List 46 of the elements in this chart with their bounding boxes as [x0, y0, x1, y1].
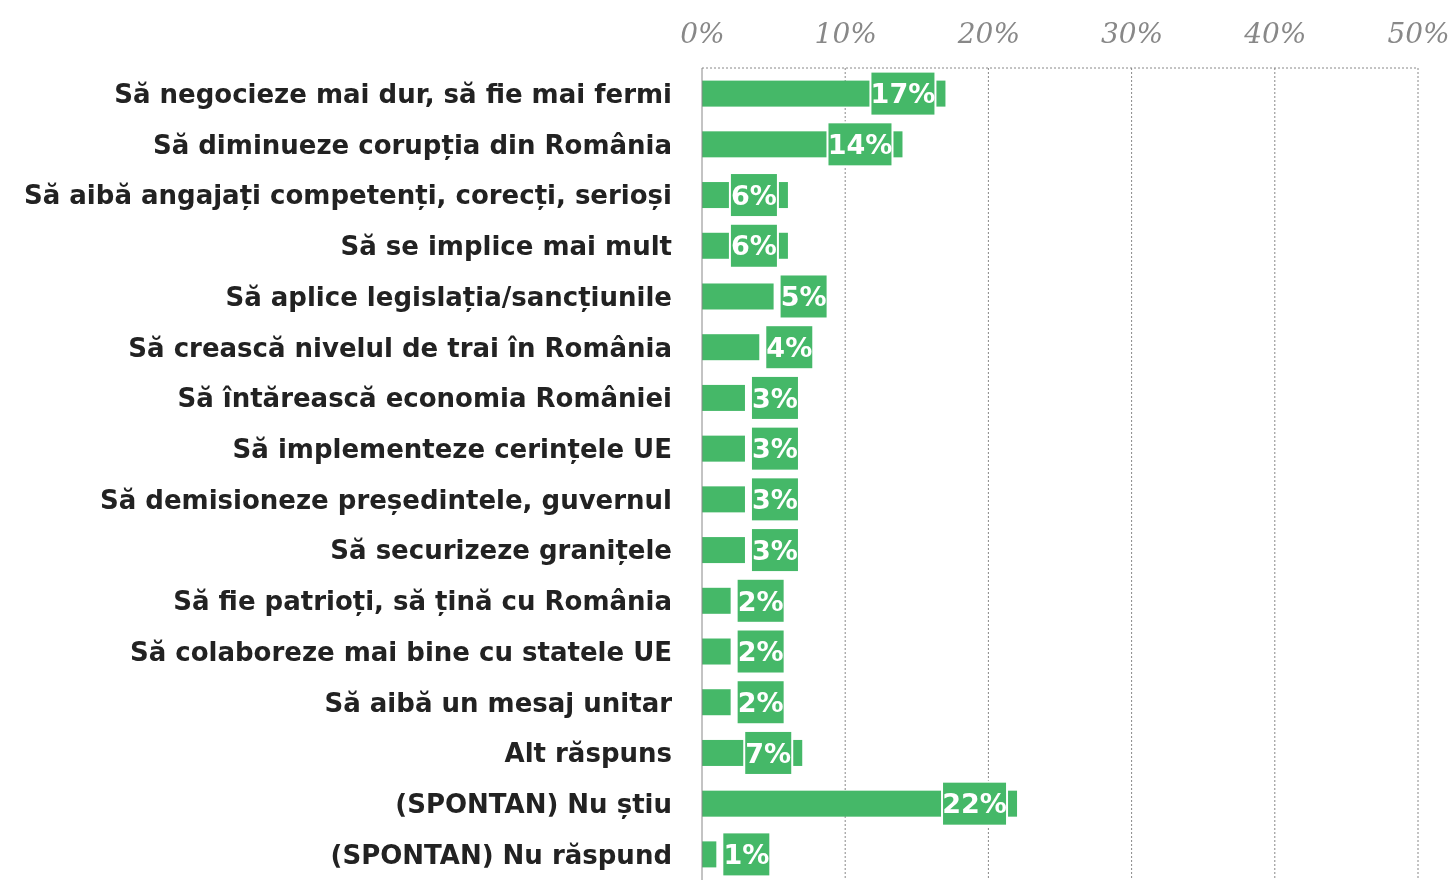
data-label: 6%	[731, 230, 777, 262]
y-tick-label: (SPONTAN) Nu știu	[395, 789, 672, 820]
bar	[702, 283, 774, 310]
x-tick-label: 40%	[1243, 17, 1307, 50]
data-label: 22%	[942, 788, 1007, 820]
x-tick-label: 0%	[680, 17, 725, 50]
data-label: 5%	[780, 281, 827, 313]
data-label: 3%	[752, 433, 798, 465]
y-tick-label: Să se implice mai mult	[340, 231, 672, 262]
bar	[702, 384, 745, 411]
data-label: 1%	[723, 839, 770, 871]
y-tick-label: Să colaboreze mai bine cu statele UE	[129, 636, 672, 667]
y-tick-label: Să aibă un mesaj unitar	[324, 687, 673, 718]
y-tick-label: Să aplice legislația/sancțiunile	[225, 281, 672, 312]
bar	[702, 587, 731, 614]
y-tick-label: Să implementeze cerințele UE	[232, 434, 672, 464]
data-label: 3%	[752, 534, 798, 566]
bar	[702, 638, 731, 665]
y-tick-label: Să securizeze granițele	[330, 535, 672, 566]
data-label: 2%	[737, 686, 784, 718]
data-label: 2%	[737, 636, 784, 668]
bar	[702, 334, 760, 361]
y-tick-label: Să demisioneze președintele, guvernul	[100, 484, 672, 515]
y-tick-label: Să crească nivelul de trai în România	[128, 332, 672, 363]
x-tick-label: 20%	[956, 17, 1021, 50]
bar	[702, 841, 717, 868]
y-tick-label: Să aibă angajați competenți, corecți, serioși	[23, 180, 672, 211]
data-label: 6%	[731, 179, 777, 211]
data-label: 3%	[752, 382, 798, 414]
data-label: 3%	[752, 484, 798, 516]
y-tick-label: Să întărească economia României	[177, 383, 672, 414]
data-label: 2%	[737, 585, 784, 617]
x-tick-label: 50%	[1387, 17, 1450, 50]
data-label: 14%	[827, 129, 893, 161]
bar	[702, 537, 745, 564]
y-tick-label: (SPONTAN) Nu răspund	[330, 839, 672, 870]
bar	[702, 486, 745, 513]
x-tick-label: 30%	[1100, 17, 1164, 50]
bar	[702, 435, 745, 462]
y-tick-label: Să negocieze mai dur, să fie mai fermi	[114, 78, 672, 109]
x-tick-label: 10%	[814, 17, 877, 50]
data-label: 4%	[766, 331, 813, 363]
bar	[702, 689, 731, 716]
y-tick-label: Alt răspuns	[504, 738, 672, 769]
y-tick-label: Să fie patrioți, să țină cu România	[173, 586, 672, 617]
y-tick-label: Să diminueze corupția din România	[152, 129, 672, 160]
